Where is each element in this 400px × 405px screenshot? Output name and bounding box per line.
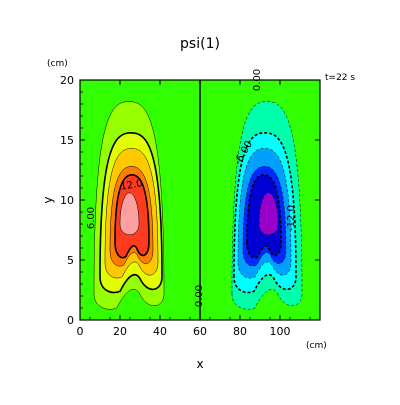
contour-label: 0.00: [252, 69, 263, 91]
y-tick-label: 15: [60, 134, 74, 147]
positive-contour-band: [119, 192, 140, 236]
x-unit-label: (cm): [306, 341, 327, 351]
y-axis-label: y: [41, 196, 55, 203]
y-tick-label: 5: [67, 254, 74, 267]
contour-label: -12.0: [286, 205, 297, 231]
chart-title: psi(1): [180, 36, 220, 52]
plot-area: [79, 79, 321, 321]
time-label: t=22 s: [325, 73, 355, 83]
contour-label: 6.00: [86, 207, 97, 229]
x-tick-label: 60: [193, 325, 207, 338]
x-tick-label: 20: [113, 325, 127, 338]
contour-label: 12.0: [120, 178, 144, 193]
x-tick-label: 40: [153, 325, 167, 338]
x-ticks: 0 20 40 60 80 100: [77, 80, 311, 338]
x-tick-label: 100: [270, 325, 291, 338]
y-tick-label: 20: [60, 74, 74, 87]
x-axis-label: x: [196, 357, 203, 371]
y-unit-label: (cm): [47, 59, 68, 69]
x-tick-label: 0: [77, 325, 84, 338]
y-tick-label: 0: [67, 314, 74, 327]
negative-contour-band: [258, 192, 279, 236]
y-ticks: 0 5 10 15 20: [60, 74, 320, 327]
y-tick-label: 10: [60, 194, 74, 207]
contour-label: 0.00: [194, 285, 205, 307]
x-tick-label: 80: [233, 325, 247, 338]
